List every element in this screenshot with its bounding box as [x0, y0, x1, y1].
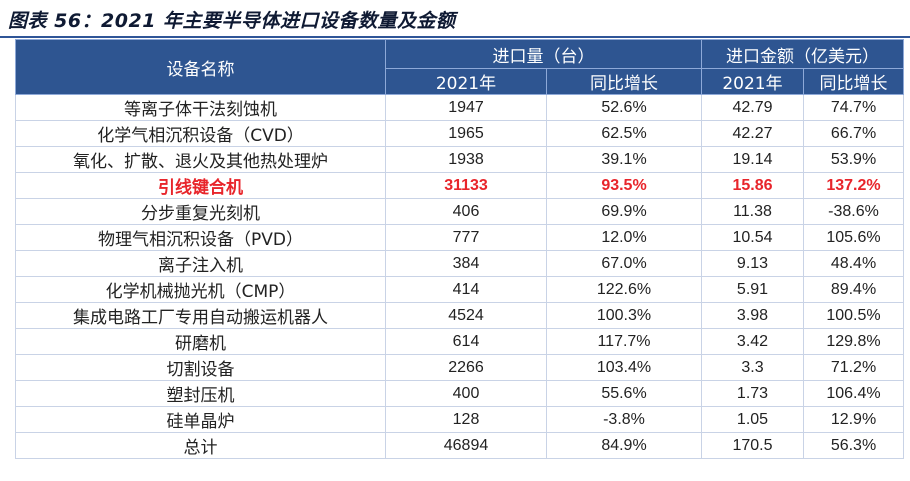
table-row: 物理气相沉积设备（PVD） 777 12.0% 10.54 105.6%: [15, 224, 904, 251]
amt-cell: 5.91: [701, 276, 804, 303]
table-row: 化学机械抛光机（CMP） 414 122.6% 5.91 89.4%: [15, 276, 904, 303]
qty-cell: 128: [385, 406, 547, 433]
header-import-amount: 进口金额（亿美元）: [701, 39, 904, 69]
header-device-name: 设备名称: [15, 39, 386, 95]
device-name-cell: 塑封压机: [15, 380, 386, 407]
import-equipment-table: 设备名称 进口量（台） 进口金额（亿美元） 2021年 同比增长 2021年 同…: [15, 39, 904, 459]
qty-cell: 1947: [385, 94, 547, 121]
table-row: 硅单晶炉 128 -3.8% 1.05 12.9%: [15, 406, 904, 433]
qty-cell: 414: [385, 276, 547, 303]
amt-yoy-cell: 74.7%: [803, 94, 904, 121]
amt-yoy-cell: 89.4%: [803, 276, 904, 303]
qty-cell: 46894: [385, 432, 547, 459]
amt-cell: 15.86: [701, 172, 804, 199]
qty-yoy-cell: 12.0%: [546, 224, 702, 251]
table-body: 等离子体干法刻蚀机 1947 52.6% 42.79 74.7% 化学气相沉积设备（CVD…: [15, 94, 904, 459]
header-qty-year: 2021年: [385, 68, 547, 95]
table-row: 分步重复光刻机 406 69.9% 11.38 -38.6%: [15, 198, 904, 225]
qty-cell: 31133: [385, 172, 547, 199]
device-name-cell: 氧化、扩散、退火及其他热处理炉: [15, 146, 386, 173]
device-name-cell: 总计: [15, 432, 386, 459]
qty-cell: 4524: [385, 302, 547, 329]
amt-cell: 3.42: [701, 328, 804, 355]
device-name-cell: 等离子体干法刻蚀机: [15, 94, 386, 121]
header-amt-yoy: 同比增长: [803, 68, 904, 95]
device-name-cell: 集成电路工厂专用自动搬运机器人: [15, 302, 386, 329]
table-row: 氧化、扩散、退火及其他热处理炉 1938 39.1% 19.14 53.9%: [15, 146, 904, 173]
amt-cell: 11.38: [701, 198, 804, 225]
title-rule: [0, 36, 910, 38]
header-qty-yoy: 同比增长: [546, 68, 702, 95]
amt-cell: 9.13: [701, 250, 804, 277]
device-name-cell: 离子注入机: [15, 250, 386, 277]
amt-cell: 42.79: [701, 94, 804, 121]
device-name-cell: 分步重复光刻机: [15, 198, 386, 225]
qty-cell: 614: [385, 328, 547, 355]
amt-cell: 170.5: [701, 432, 804, 459]
device-name-cell: 化学气相沉积设备（CVD）: [15, 120, 386, 147]
amt-cell: 42.27: [701, 120, 804, 147]
amt-yoy-cell: 12.9%: [803, 406, 904, 433]
amt-yoy-cell: 100.5%: [803, 302, 904, 329]
amt-yoy-cell: 71.2%: [803, 354, 904, 381]
device-name-cell: 引线键合机: [15, 172, 386, 199]
device-name-cell: 化学机械抛光机（CMP）: [15, 276, 386, 303]
amt-cell: 1.05: [701, 406, 804, 433]
qty-cell: 400: [385, 380, 547, 407]
amt-yoy-cell: 105.6%: [803, 224, 904, 251]
amt-cell: 3.98: [701, 302, 804, 329]
header-import-quantity: 进口量（台）: [385, 39, 702, 69]
amt-yoy-cell: 137.2%: [803, 172, 904, 199]
amt-yoy-cell: 106.4%: [803, 380, 904, 407]
qty-cell: 1938: [385, 146, 547, 173]
table-row: 总计 46894 84.9% 170.5 56.3%: [15, 432, 904, 459]
table-row: 塑封压机 400 55.6% 1.73 106.4%: [15, 380, 904, 407]
amt-yoy-cell: 129.8%: [803, 328, 904, 355]
qty-yoy-cell: 52.6%: [546, 94, 702, 121]
amt-cell: 10.54: [701, 224, 804, 251]
qty-yoy-cell: 84.9%: [546, 432, 702, 459]
table-row: 离子注入机 384 67.0% 9.13 48.4%: [15, 250, 904, 277]
device-name-cell: 硅单晶炉: [15, 406, 386, 433]
qty-yoy-cell: -3.8%: [546, 406, 702, 433]
amt-cell: 3.3: [701, 354, 804, 381]
qty-cell: 777: [385, 224, 547, 251]
qty-cell: 384: [385, 250, 547, 277]
qty-cell: 1965: [385, 120, 547, 147]
qty-yoy-cell: 103.4%: [546, 354, 702, 381]
qty-yoy-cell: 117.7%: [546, 328, 702, 355]
amt-yoy-cell: 66.7%: [803, 120, 904, 147]
qty-yoy-cell: 100.3%: [546, 302, 702, 329]
device-name-cell: 研磨机: [15, 328, 386, 355]
figure-title: 图表 56：2021 年主要半导体进口设备数量及金额: [8, 10, 456, 32]
qty-yoy-cell: 93.5%: [546, 172, 702, 199]
qty-yoy-cell: 122.6%: [546, 276, 702, 303]
qty-yoy-cell: 67.0%: [546, 250, 702, 277]
table-row: 等离子体干法刻蚀机 1947 52.6% 42.79 74.7%: [15, 94, 904, 121]
amt-yoy-cell: -38.6%: [803, 198, 904, 225]
qty-yoy-cell: 62.5%: [546, 120, 702, 147]
amt-cell: 1.73: [701, 380, 804, 407]
qty-yoy-cell: 55.6%: [546, 380, 702, 407]
table-row: 引线键合机 31133 93.5% 15.86 137.2%: [15, 172, 904, 199]
device-name-cell: 切割设备: [15, 354, 386, 381]
table-row: 化学气相沉积设备（CVD） 1965 62.5% 42.27 66.7%: [15, 120, 904, 147]
qty-yoy-cell: 69.9%: [546, 198, 702, 225]
qty-cell: 406: [385, 198, 547, 225]
table-row: 切割设备 2266 103.4% 3.3 71.2%: [15, 354, 904, 381]
qty-yoy-cell: 39.1%: [546, 146, 702, 173]
table-row: 研磨机 614 117.7% 3.42 129.8%: [15, 328, 904, 355]
qty-cell: 2266: [385, 354, 547, 381]
amt-cell: 19.14: [701, 146, 804, 173]
table-row: 集成电路工厂专用自动搬运机器人 4524 100.3% 3.98 100.5%: [15, 302, 904, 329]
header-amt-year: 2021年: [701, 68, 804, 95]
device-name-cell: 物理气相沉积设备（PVD）: [15, 224, 386, 251]
amt-yoy-cell: 56.3%: [803, 432, 904, 459]
amt-yoy-cell: 48.4%: [803, 250, 904, 277]
amt-yoy-cell: 53.9%: [803, 146, 904, 173]
